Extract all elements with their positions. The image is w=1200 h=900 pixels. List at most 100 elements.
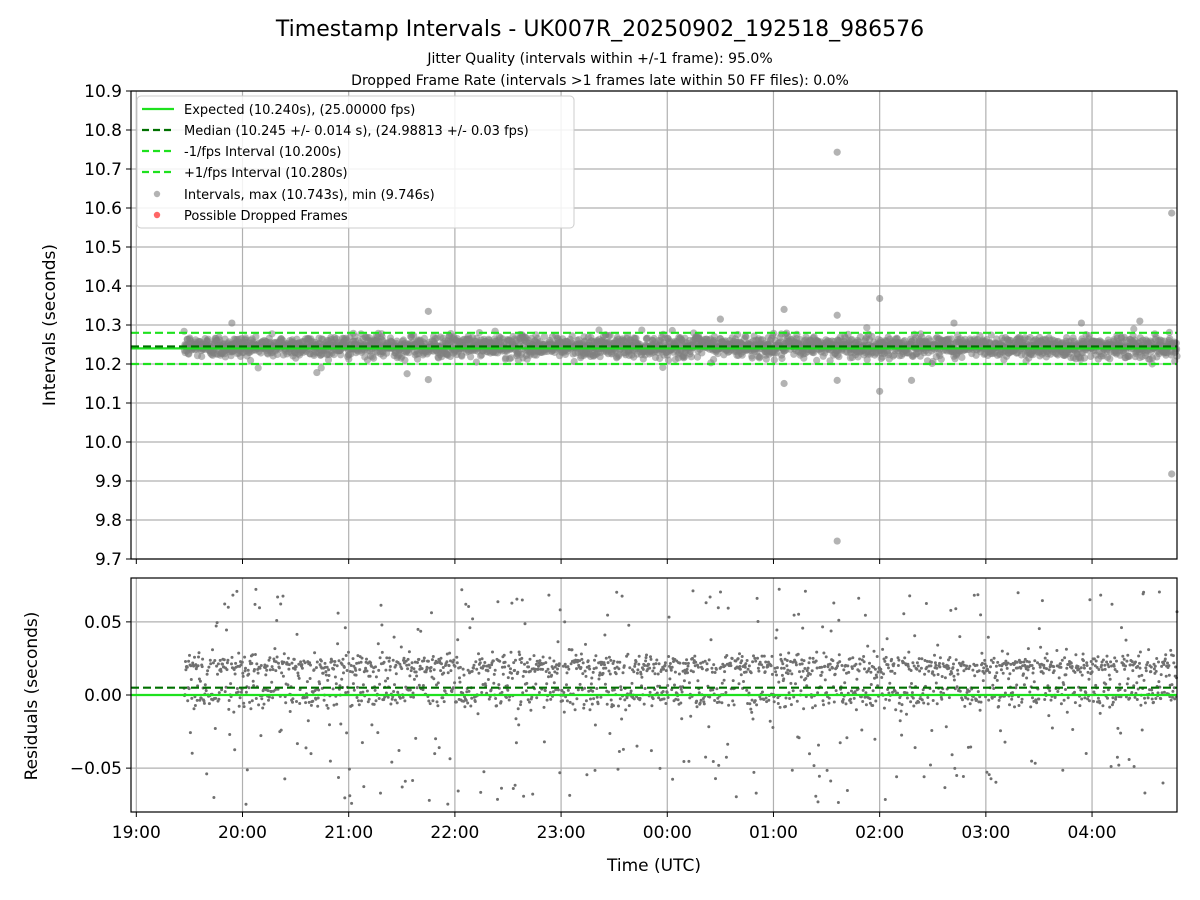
residual-point bbox=[362, 785, 366, 789]
residual-point bbox=[299, 660, 303, 664]
residual-point bbox=[231, 593, 235, 597]
residual-point bbox=[750, 698, 754, 702]
residual-point bbox=[967, 689, 971, 693]
residual-point bbox=[1033, 761, 1037, 765]
residual-point bbox=[604, 656, 608, 660]
residual-point bbox=[1107, 665, 1111, 669]
residual-point bbox=[517, 723, 521, 727]
residual-point bbox=[691, 670, 695, 674]
residual-point bbox=[373, 688, 377, 692]
residual-point bbox=[357, 661, 361, 665]
residual-point bbox=[668, 662, 672, 665]
residual-point bbox=[1025, 659, 1029, 663]
residual-point bbox=[670, 665, 674, 669]
residual-point bbox=[1136, 687, 1140, 691]
residual-point bbox=[1113, 668, 1117, 671]
residual-point bbox=[770, 672, 774, 676]
residual-point bbox=[1008, 672, 1012, 676]
residual-point bbox=[861, 700, 865, 703]
residual-point bbox=[905, 691, 909, 695]
residual-point bbox=[580, 657, 584, 661]
residual-point bbox=[510, 671, 513, 675]
residual-point bbox=[969, 745, 973, 749]
residual-point bbox=[418, 664, 422, 668]
residual-point bbox=[887, 691, 891, 695]
residual-point bbox=[1079, 688, 1083, 692]
residual-point bbox=[893, 689, 897, 693]
residual-point bbox=[931, 699, 935, 702]
residual-point bbox=[400, 785, 404, 789]
residual-point bbox=[868, 701, 872, 705]
residual-point bbox=[345, 669, 349, 672]
residual-point bbox=[1164, 653, 1168, 657]
residual-point bbox=[324, 670, 328, 674]
residual-point bbox=[1090, 670, 1094, 674]
residual-point bbox=[596, 702, 600, 706]
residual-point bbox=[498, 659, 502, 663]
residual-point bbox=[521, 691, 525, 695]
residual-point bbox=[1134, 660, 1137, 664]
residual-point bbox=[487, 697, 491, 701]
residual-point bbox=[738, 667, 742, 671]
residual-point bbox=[571, 702, 575, 706]
residual-point bbox=[592, 697, 596, 701]
residual-point bbox=[861, 688, 865, 692]
residual-point bbox=[282, 652, 286, 656]
residual-point bbox=[728, 661, 732, 665]
residual-point bbox=[204, 689, 208, 693]
residual-point bbox=[618, 697, 622, 701]
residual-point bbox=[244, 802, 248, 806]
residual-point bbox=[712, 663, 716, 667]
residual-point bbox=[349, 664, 353, 667]
residual-point bbox=[1026, 647, 1030, 651]
residual-point bbox=[366, 700, 370, 704]
residual-point bbox=[759, 697, 763, 701]
residual-point bbox=[1144, 666, 1148, 670]
residual-point bbox=[884, 655, 888, 659]
residual-point bbox=[327, 668, 331, 672]
residual-point bbox=[866, 644, 870, 648]
interval-outlier-point bbox=[876, 387, 884, 395]
residual-point bbox=[469, 704, 473, 708]
residual-point bbox=[185, 665, 189, 669]
residual-point bbox=[402, 656, 406, 660]
residual-point bbox=[360, 699, 363, 703]
residual-point bbox=[489, 688, 493, 692]
residual-point bbox=[775, 666, 779, 670]
residual-point bbox=[1108, 677, 1112, 681]
residual-point bbox=[803, 667, 807, 670]
residual-point bbox=[617, 667, 621, 671]
residual-point bbox=[443, 689, 447, 693]
residual-point bbox=[1122, 657, 1126, 661]
residual-point bbox=[986, 668, 990, 672]
residual-point bbox=[378, 682, 382, 686]
residual-point bbox=[968, 664, 972, 668]
residual-point bbox=[899, 709, 903, 713]
residual-point bbox=[259, 734, 263, 738]
residual-point bbox=[794, 663, 798, 667]
residual-point bbox=[1104, 682, 1108, 686]
residual-point bbox=[947, 666, 951, 670]
residual-point bbox=[1097, 668, 1101, 671]
residual-point bbox=[568, 793, 572, 797]
residual-point bbox=[622, 664, 626, 668]
residual-point bbox=[1057, 676, 1061, 680]
residual-point bbox=[290, 661, 294, 665]
residual-point bbox=[987, 698, 991, 702]
residual-point bbox=[789, 703, 793, 707]
residual-point bbox=[1129, 663, 1132, 667]
residual-point bbox=[334, 682, 338, 686]
residual-point bbox=[667, 655, 671, 658]
residual-point bbox=[982, 671, 986, 675]
residual-point bbox=[1124, 695, 1128, 699]
residual-point bbox=[699, 661, 703, 665]
interval-point bbox=[958, 353, 966, 361]
residual-point bbox=[429, 666, 433, 669]
residuals-y-tick-label: 0.00 bbox=[84, 686, 122, 706]
residual-point bbox=[738, 652, 741, 656]
residual-point bbox=[295, 742, 299, 746]
residual-point bbox=[744, 662, 748, 666]
residual-point bbox=[482, 770, 486, 774]
residual-point bbox=[514, 717, 518, 721]
residual-point bbox=[979, 613, 983, 617]
